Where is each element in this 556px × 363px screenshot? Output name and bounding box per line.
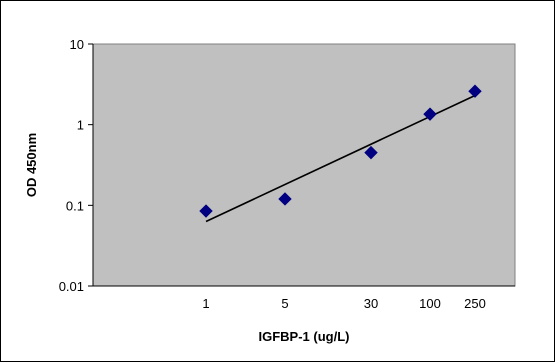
data-point-diamond xyxy=(199,204,213,218)
x-axis-title: IGFBP-1 (ug/L) xyxy=(259,329,350,344)
y-axis-title: OD 450nm xyxy=(24,133,39,197)
y-tick-label: 0.1 xyxy=(66,198,84,213)
x-tick-label: 30 xyxy=(364,296,378,311)
y-tick-label: 10 xyxy=(70,37,84,52)
x-axis-ticks: 1 5 30 100 250 xyxy=(202,296,485,311)
data-point-diamond xyxy=(468,84,482,98)
x-tick-label: 250 xyxy=(464,296,486,311)
x-tick-label: 1 xyxy=(202,296,209,311)
data-point-diamond xyxy=(278,192,292,206)
data-point-diamond xyxy=(364,145,378,160)
y-tick-label: 0.01 xyxy=(59,279,84,294)
data-point-diamond xyxy=(423,107,437,121)
plot-area xyxy=(92,43,516,287)
x-tick-label: 5 xyxy=(281,296,288,311)
data-points xyxy=(199,84,482,218)
y-tick-label: 1 xyxy=(77,118,84,133)
y-axis-ticks: 10 1 0.1 0.01 xyxy=(59,37,93,294)
x-tick-label: 100 xyxy=(419,296,441,311)
